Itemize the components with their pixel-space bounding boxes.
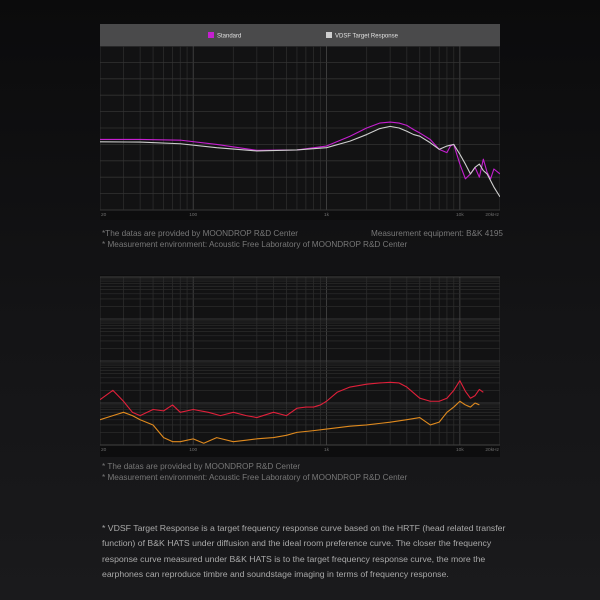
x-tick-label: 20 — [101, 212, 107, 218]
distortion-chart: %510.50.20.10.050.020.010.0050.0020.0012… — [100, 275, 500, 457]
x-tick-label: 100 — [189, 212, 197, 218]
thd-source-note: * The datas are provided by MOONDROP R&D… — [102, 462, 301, 471]
distortion-notes: * The datas are provided by MOONDROP R&D… — [102, 461, 507, 483]
series-line-2 — [100, 125, 500, 198]
fr-source-note: *The datas are provided by MOONDROP R&D … — [102, 229, 298, 238]
x-tick-label: 10k — [456, 212, 464, 218]
legend-swatch-2 — [326, 32, 332, 38]
x-tick-label: 100 — [189, 447, 197, 453]
frequency-response-notes: *The datas are provided by MOONDROP R&D … — [102, 228, 507, 250]
thd-environment-note: * Measurement environment: Acoustic Free… — [102, 473, 408, 482]
fr-environment-note: * Measurement environment: Acoustic Free… — [102, 240, 408, 249]
x-tick-label: 10k — [456, 447, 464, 453]
x-tick-label: 1k — [324, 447, 330, 453]
series-line-1 — [100, 380, 484, 419]
frequency-response-svg: 7580859095100105110115120201001k10k20kHz… — [100, 24, 500, 220]
legend-label-2: VDSF Target Response — [335, 34, 399, 40]
legend-label-1: Standard — [217, 34, 241, 40]
legend-bar — [100, 24, 500, 46]
x-tick-label: 1k — [324, 212, 330, 218]
legend-swatch-1 — [208, 32, 214, 38]
distortion-svg: %510.50.20.10.050.020.010.0050.0020.0012… — [100, 275, 500, 457]
frequency-response-chart: 7580859095100105110115120201001k10k20kHz… — [100, 24, 500, 220]
vdsf-description: * VDSF Target Response is a target frequ… — [102, 523, 506, 579]
x-tick-label: 20kHz — [485, 447, 499, 453]
x-tick-label: 20 — [101, 447, 107, 453]
fr-equipment-note: Measurement equipment: B&K 4195 — [371, 229, 503, 238]
series-line-2 — [100, 400, 480, 444]
x-tick-label: 20kHz — [485, 212, 499, 218]
